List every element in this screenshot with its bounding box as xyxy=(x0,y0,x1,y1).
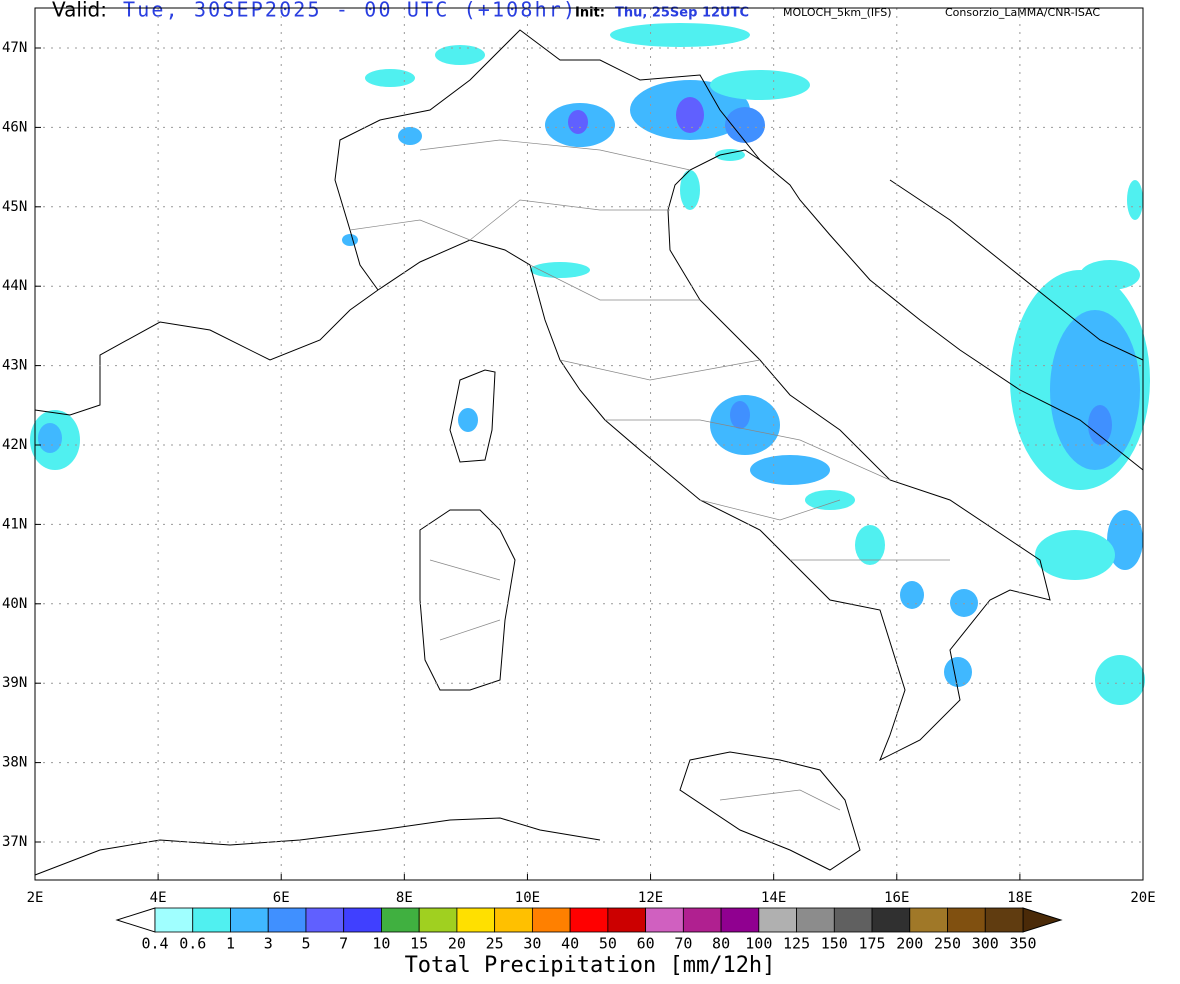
colorbar-level: 20 xyxy=(448,935,466,953)
colorbar-box xyxy=(343,907,382,933)
lat-label: 44N xyxy=(2,278,27,294)
lon-label: 14E xyxy=(761,890,786,906)
colorbar-box xyxy=(192,907,231,933)
valid-label: Valid: xyxy=(52,0,107,22)
lat-label: 40N xyxy=(2,596,27,612)
precipitation-field xyxy=(30,23,1150,705)
lat-label: 41N xyxy=(2,516,27,532)
lat-label: 37N xyxy=(2,834,27,850)
colorbar-box xyxy=(267,907,307,933)
colorbar-box xyxy=(494,907,533,933)
model-name: MOLOCH_5km_(IFS) xyxy=(783,6,892,19)
colorbar-box xyxy=(531,907,571,933)
lon-label: 6E xyxy=(273,890,290,906)
colorbar-level: 50 xyxy=(599,935,617,953)
colorbar-level: 7 xyxy=(339,935,348,953)
colorbar-level: 80 xyxy=(712,935,730,953)
colorbar-level: 30 xyxy=(523,935,541,953)
colorbar-box xyxy=(569,907,609,933)
colorbar-level: 3 xyxy=(264,935,273,953)
lon-label: 16E xyxy=(884,890,909,906)
init-time: Thu, 25Sep 12UTC xyxy=(615,6,749,21)
map-frame xyxy=(34,7,1144,881)
colorbar-level: 60 xyxy=(637,935,655,953)
colorbar-box xyxy=(456,907,496,933)
lon-label: 2E xyxy=(27,890,44,906)
colorbar-level: 125 xyxy=(783,935,810,953)
colorbar-box xyxy=(909,907,948,933)
colorbar-box xyxy=(833,907,873,933)
colorbar-box xyxy=(154,907,194,933)
colorbar-box xyxy=(607,907,647,933)
colorbar-level: 5 xyxy=(301,935,310,953)
credit: Consorzio_LaMMA/CNR-ISAC xyxy=(945,6,1100,19)
colorbar-box xyxy=(947,907,986,933)
lat-label: 38N xyxy=(2,755,27,771)
colorbar-level: 0.6 xyxy=(179,935,206,953)
colorbar-level: 150 xyxy=(821,935,848,953)
lon-label: 8E xyxy=(396,890,413,906)
colorbar-box xyxy=(418,907,458,933)
colorbar-box xyxy=(645,907,684,933)
colorbar-box xyxy=(796,907,835,933)
colorbar-level: 70 xyxy=(674,935,692,953)
colorbar-level: 300 xyxy=(972,935,999,953)
colorbar-box xyxy=(682,907,722,933)
lon-label: 4E xyxy=(150,890,167,906)
colorbar-box xyxy=(758,907,797,933)
colorbar-level: 10 xyxy=(372,935,390,953)
colorbar-box xyxy=(230,907,269,933)
colorbar-level: 1 xyxy=(226,935,235,953)
graticule xyxy=(35,8,1143,880)
init-label: Init: xyxy=(575,6,605,21)
colorbar-box xyxy=(871,907,911,933)
axis-labels: 2E 4E 6E 8E 10E 12E 14E 16E 18E 20E 47N 46N 45N 44N 43… xyxy=(2,40,1156,906)
lat-label: 42N xyxy=(2,437,27,453)
colorbar-level: 25 xyxy=(486,935,504,953)
admin-borders xyxy=(349,139,950,811)
colorbar-box xyxy=(720,907,760,933)
colorbar-level: 40 xyxy=(561,935,579,953)
lat-label: 43N xyxy=(2,358,27,374)
colorbar-level: 350 xyxy=(1009,935,1036,953)
lon-label: 10E xyxy=(515,890,540,906)
coastlines xyxy=(34,29,1144,876)
lat-label: 47N xyxy=(2,40,27,56)
colorbar-box xyxy=(305,907,345,933)
colorbar: 0.4 0.6 1 3 5 7 10 15 20 25 30 40 50 60 70 80 100 125 150 1… xyxy=(115,907,1063,953)
colorbar-level: 15 xyxy=(410,935,428,953)
colorbar-box xyxy=(381,907,420,933)
colorbar-box xyxy=(984,907,1024,933)
lon-label: 20E xyxy=(1130,890,1155,906)
colorbar-title: Total Precipitation [mm/12h] xyxy=(405,953,776,978)
lon-label: 12E xyxy=(638,890,663,906)
colorbar-level: 100 xyxy=(745,935,772,953)
lat-label: 45N xyxy=(2,199,27,215)
colorbar-level: 250 xyxy=(934,935,961,953)
lon-label: 18E xyxy=(1007,890,1032,906)
colorbar-level: 200 xyxy=(896,935,923,953)
colorbar-level: 175 xyxy=(858,935,885,953)
lat-label: 39N xyxy=(2,675,27,691)
colorbar-level: 0.4 xyxy=(141,935,168,953)
lat-label: 46N xyxy=(2,119,27,135)
